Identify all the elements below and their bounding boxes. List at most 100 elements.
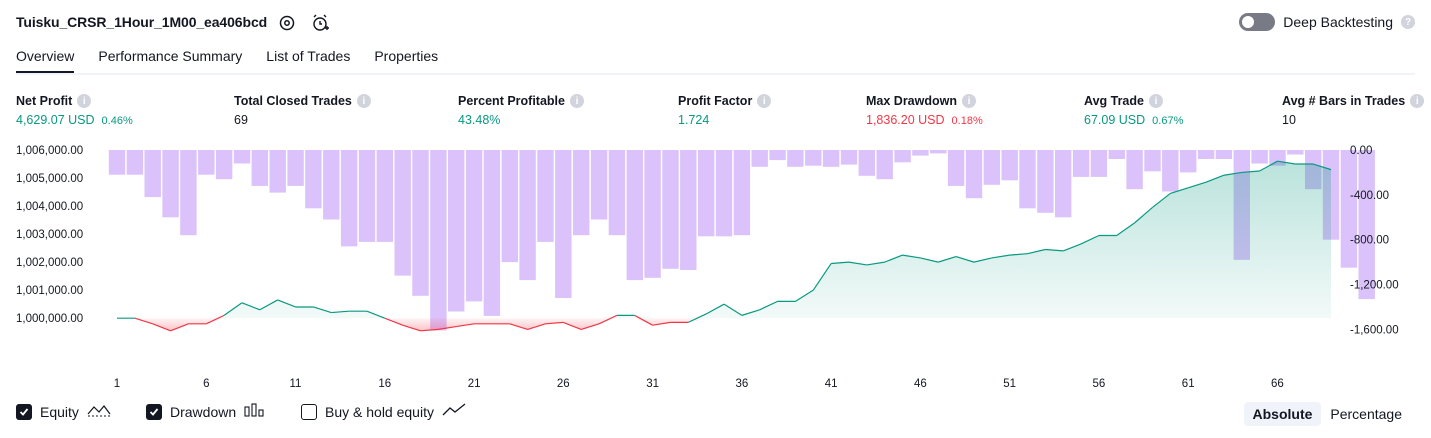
equity-checkbox[interactable] bbox=[16, 403, 32, 420]
equity-line-segment bbox=[206, 314, 225, 325]
info-icon[interactable]: i bbox=[757, 94, 772, 108]
stat-percent-profitable: Percent Profitable i 43.48% bbox=[458, 94, 584, 127]
equity-line-segment bbox=[884, 254, 903, 263]
equity-line-segment bbox=[652, 321, 671, 326]
equity-line-segment bbox=[366, 310, 386, 319]
equity-line-segment bbox=[1045, 248, 1064, 252]
equity-tick-label: 1,003,000.00 bbox=[16, 229, 83, 241]
percentage-button[interactable]: Percentage bbox=[1330, 406, 1402, 422]
drawdown-bar bbox=[1197, 150, 1215, 159]
drawdown-axis: 0.00 -400.00 -800.00 -1,200.00 -1,600.00 bbox=[1350, 145, 1399, 336]
equity-tick-label: 1,001,000.00 bbox=[16, 285, 83, 297]
equity-line-segment bbox=[741, 309, 760, 316]
drawdown-bar bbox=[751, 150, 768, 167]
equity-line-segment bbox=[973, 257, 992, 263]
equity-line-segment bbox=[456, 323, 475, 328]
drawdown-bar bbox=[1108, 150, 1125, 159]
tab-properties[interactable]: Properties bbox=[374, 48, 439, 64]
drawdown-bars bbox=[108, 150, 1375, 331]
tab-performance-summary[interactable]: Performance Summary bbox=[98, 48, 243, 64]
equity-area bbox=[117, 161, 1331, 331]
gear-icon[interactable] bbox=[277, 13, 297, 33]
drawdown-bar bbox=[1055, 150, 1072, 218]
equity-line-segment bbox=[812, 263, 832, 291]
drawdown-checkbox[interactable] bbox=[146, 403, 162, 420]
drawdown-bar bbox=[144, 150, 161, 198]
equity-line-segment bbox=[848, 261, 867, 266]
equity-line-segment bbox=[259, 299, 278, 311]
equity-line-segment bbox=[902, 254, 921, 259]
stat-avg-trade: Avg Trade i 67.09 USD 0.67% bbox=[1084, 94, 1183, 127]
drawdown-bar bbox=[983, 150, 1000, 185]
trade-number-axis: 1 6 11 16 21 26 31 36 41 46 51 56 61 66 bbox=[114, 378, 1284, 390]
equity-line-segment bbox=[152, 323, 171, 332]
equity-line-segment bbox=[277, 299, 296, 308]
tab-list-of-trades[interactable]: List of Trades bbox=[266, 48, 351, 64]
drawdown-bar bbox=[805, 150, 822, 166]
info-icon[interactable]: i bbox=[962, 94, 976, 108]
stat-label: Avg # Bars in Trades bbox=[1282, 94, 1406, 108]
equity-line-segment bbox=[438, 325, 457, 330]
drawdown-bar bbox=[430, 150, 447, 331]
drawdown-bar bbox=[376, 150, 393, 242]
equity-tick-label: 1,006,000.00 bbox=[16, 145, 83, 157]
equity-line-segment bbox=[1170, 187, 1189, 195]
stat-label: Net Profit bbox=[16, 94, 73, 108]
drawdown-bar bbox=[840, 150, 858, 165]
equity-line-segment bbox=[545, 321, 564, 325]
stat-value: 1,836.20 USD bbox=[866, 113, 945, 127]
stat-profit-factor: Profit Factor i 1.724 bbox=[678, 94, 772, 127]
info-icon[interactable]: i bbox=[1148, 94, 1163, 108]
legend-drawdown[interactable]: Drawdown bbox=[146, 403, 264, 420]
drawdown-bar bbox=[198, 150, 215, 175]
equity-line-segment bbox=[1241, 170, 1260, 174]
equity-line-segment bbox=[580, 323, 600, 330]
equity-line-segment bbox=[705, 303, 725, 315]
drawdown-bar bbox=[822, 150, 840, 167]
drawdown-bar bbox=[1287, 150, 1304, 155]
legend-equity[interactable]: Equity bbox=[16, 403, 111, 420]
info-icon[interactable]: i bbox=[77, 94, 92, 108]
equity-line-segment bbox=[1080, 234, 1100, 245]
equity-line-segment bbox=[1223, 171, 1242, 176]
deep-backtesting-control: Deep Backtesting ? bbox=[1239, 13, 1415, 31]
stat-percent: 0.18% bbox=[951, 115, 983, 127]
alarm-clock-plus-icon[interactable] bbox=[310, 13, 330, 33]
drawdown-bar bbox=[537, 150, 554, 242]
question-icon[interactable]: ? bbox=[1401, 15, 1415, 29]
drawdown-bar bbox=[1162, 150, 1179, 192]
x-tick-label: 41 bbox=[825, 378, 838, 390]
drawdown-bar bbox=[1340, 150, 1358, 268]
equity-profit-area bbox=[117, 161, 1331, 319]
stat-label: Avg Trade bbox=[1084, 94, 1144, 108]
equity-line-segment bbox=[1009, 253, 1028, 256]
equity-line-segment bbox=[223, 302, 243, 316]
equity-line-segment bbox=[723, 303, 743, 316]
drawdown-bar bbox=[108, 150, 126, 175]
drawdown-bar bbox=[1180, 150, 1197, 173]
x-tick-label: 51 bbox=[1003, 378, 1016, 390]
stat-max-drawdown: Max Drawdown i 1,836.20 USD 0.18% bbox=[866, 94, 983, 127]
drawdown-bar bbox=[126, 150, 144, 175]
tab-overview[interactable]: Overview bbox=[16, 48, 75, 74]
info-icon[interactable]: i bbox=[1410, 94, 1425, 108]
drawdown-bar bbox=[1019, 150, 1036, 209]
drawdown-bar bbox=[483, 150, 501, 316]
buy-hold-checkbox[interactable] bbox=[301, 403, 317, 420]
drawdown-bar bbox=[1001, 150, 1018, 181]
equity-line-segment bbox=[991, 254, 1010, 259]
info-icon[interactable]: i bbox=[569, 94, 584, 108]
deep-backtesting-toggle[interactable] bbox=[1239, 13, 1276, 31]
tab-divider bbox=[16, 73, 1415, 75]
stat-total-closed-trades: Total Closed Trades i 69 bbox=[234, 94, 371, 127]
legend-buy-hold-label: Buy & hold equity bbox=[325, 403, 434, 420]
drawdown-bar bbox=[448, 150, 465, 312]
equity-line-segment bbox=[420, 328, 439, 332]
equity-tick-label: 1,000,000.00 bbox=[16, 313, 83, 325]
legend-buy-hold-equity[interactable]: Buy & hold equity bbox=[301, 403, 466, 420]
deep-backtesting-label: Deep Backtesting bbox=[1283, 14, 1393, 30]
drawdown-bar bbox=[1126, 150, 1143, 190]
stat-percent: 0.46% bbox=[101, 115, 133, 127]
absolute-button[interactable]: Absolute bbox=[1243, 402, 1322, 426]
info-icon[interactable]: i bbox=[356, 94, 371, 108]
